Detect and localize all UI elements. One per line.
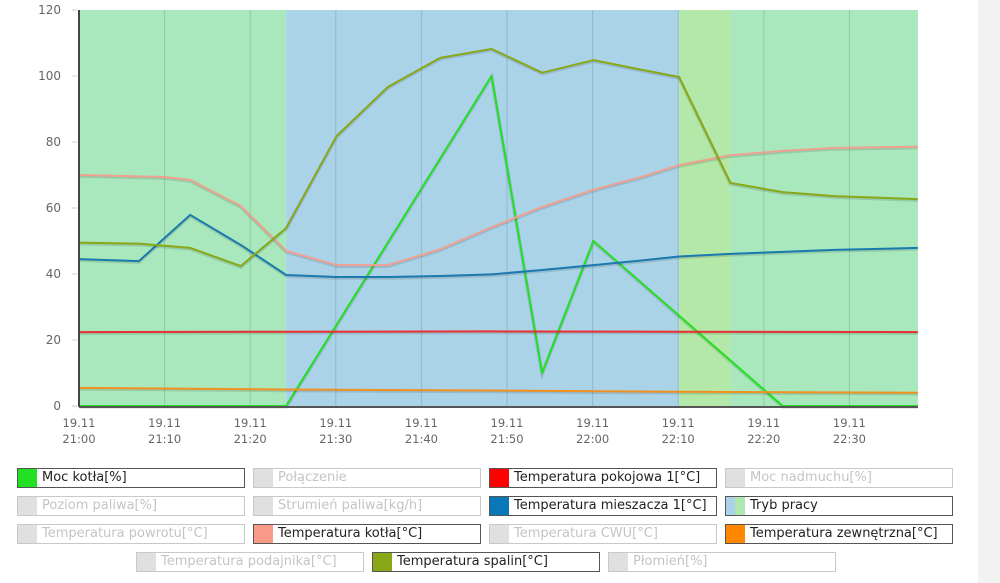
legend-item-połączenie[interactable]: Połączenie [253,468,481,488]
legend-swatch-icon [726,469,745,487]
legend-item-temperatura-zewnętrzna[interactable]: Temperatura zewnętrzna[°C] [725,524,953,544]
work-mode-bands [79,10,918,406]
y-tick-label: 120 [38,3,61,17]
legend-label: Temperatura zewnętrzna[°C] [750,526,938,541]
legend-item-temperatura-cwu[interactable]: Temperatura CWU[°C] [489,524,717,544]
legend-item-temperatura-kotła[interactable]: Temperatura kotła[°C] [253,524,481,544]
y-tick-label: 0 [53,399,61,413]
y-tick-label: 40 [46,267,61,281]
series-line [78,386,918,394]
legend-item-temperatura-pokojowa-1[interactable]: Temperatura pokojowa 1[°C] [489,468,717,488]
x-tick-date: 19.11 [747,416,780,430]
legend-label: Moc nadmuchu[%] [750,470,872,485]
legend-item-tryb-pracy[interactable]: Tryb pracy [725,496,953,516]
line-chart: 0 20 40 60 80 100 120 19.11 21:00 19.11 21:10 19.11… [38,3,918,446]
y-tick-label: 100 [38,69,61,83]
x-tick-time: 22:10 [662,432,695,446]
x-tick-time: 21:10 [148,432,181,446]
axes: 0 20 40 60 80 100 120 19.11 21:00 19.11 21:10 19.11… [38,3,918,446]
legend-label: Moc kotła[%] [42,470,127,485]
legend-swatch-icon [254,525,273,543]
legend-item-poziom-paliwa[interactable]: Poziom paliwa[%] [17,496,245,516]
series-line [78,330,918,334]
x-tick-date: 19.11 [491,416,524,430]
x-tick-date: 19.11 [405,416,438,430]
x-tick-date: 19.11 [576,416,609,430]
legend-label: Temperatura powrotu[°C] [42,526,208,541]
legend-item-moc-nadmuchu[interactable]: Moc nadmuchu[%] [725,468,953,488]
x-tick-date: 19.11 [833,416,866,430]
legend-label: Strumień paliwa[kg/h] [278,498,423,513]
legend-label: Temperatura CWU[°C] [514,526,658,541]
legend-swatch-icon [18,469,37,487]
series-line [78,213,918,278]
legend-swatch-icon [137,553,156,571]
legend-label: Temperatura kotła[°C] [278,526,423,541]
legend-label: Temperatura spalin[°C] [397,554,548,569]
x-tick-date: 19.11 [319,416,352,430]
x-tick-time: 21:40 [405,432,438,446]
legend-item-temperatura-spalin[interactable]: Temperatura spalin[°C] [372,552,600,572]
legend-swatch-icon [490,525,509,543]
legend-label: Temperatura pokojowa 1[°C] [514,470,701,485]
legend-label: Płomień[%] [633,554,708,569]
legend-item-moc-kotła[interactable]: Moc kotła[%] [17,468,245,488]
x-tick-date: 19.11 [234,416,267,430]
legend-swatch-icon [490,469,509,487]
legend-swatch-icon [726,497,745,515]
x-tick-time: 21:00 [62,432,95,446]
series-line [78,47,918,268]
legend-swatch-icon [18,525,37,543]
legend-item-temperatura-mieszacza-1[interactable]: Temperatura mieszacza 1[°C] [489,496,717,516]
work-mode-band [79,10,287,406]
y-tick-label: 80 [46,135,61,149]
legend-swatch-icon [373,553,392,571]
legend-swatch-icon [18,497,37,515]
x-tick-date: 19.11 [63,416,96,430]
legend-item-strumień-paliwa[interactable]: Strumień paliwa[kg/h] [253,496,481,516]
y-tick-label: 20 [46,333,61,347]
legend-item-temperatura-podajnika[interactable]: Temperatura podajnika[°C] [136,552,364,572]
legend-swatch-icon [726,525,745,543]
legend-label: Temperatura podajnika[°C] [161,554,337,569]
work-mode-band [730,10,918,406]
x-tick-date: 19.11 [662,416,695,430]
legend-item-temperatura-powrotu[interactable]: Temperatura powrotu[°C] [17,524,245,544]
work-mode-band [286,10,680,406]
x-tick-time: 22:20 [747,432,780,446]
x-tick-time: 21:20 [234,432,267,446]
work-mode-band [679,10,731,406]
x-tick-time: 21:50 [490,432,523,446]
x-tick-date: 19.11 [148,416,181,430]
legend-item-płomień[interactable]: Płomień[%] [608,552,836,572]
legend-label: Poziom paliwa[%] [42,498,158,513]
x-tick-time: 21:30 [319,432,352,446]
y-tick-label: 60 [46,201,61,215]
legend-swatch-icon [490,497,509,515]
series-line [78,145,918,267]
legend-label: Połączenie [278,470,347,485]
x-tick-time: 22:30 [833,432,866,446]
legend-label: Temperatura mieszacza 1[°C] [514,498,707,513]
right-sidebar [978,0,1000,583]
x-tick-time: 22:00 [576,432,609,446]
legend-swatch-icon [254,497,273,515]
legend-label: Tryb pracy [750,498,818,513]
legend-swatch-icon [609,553,628,571]
legend-swatch-icon [254,469,273,487]
